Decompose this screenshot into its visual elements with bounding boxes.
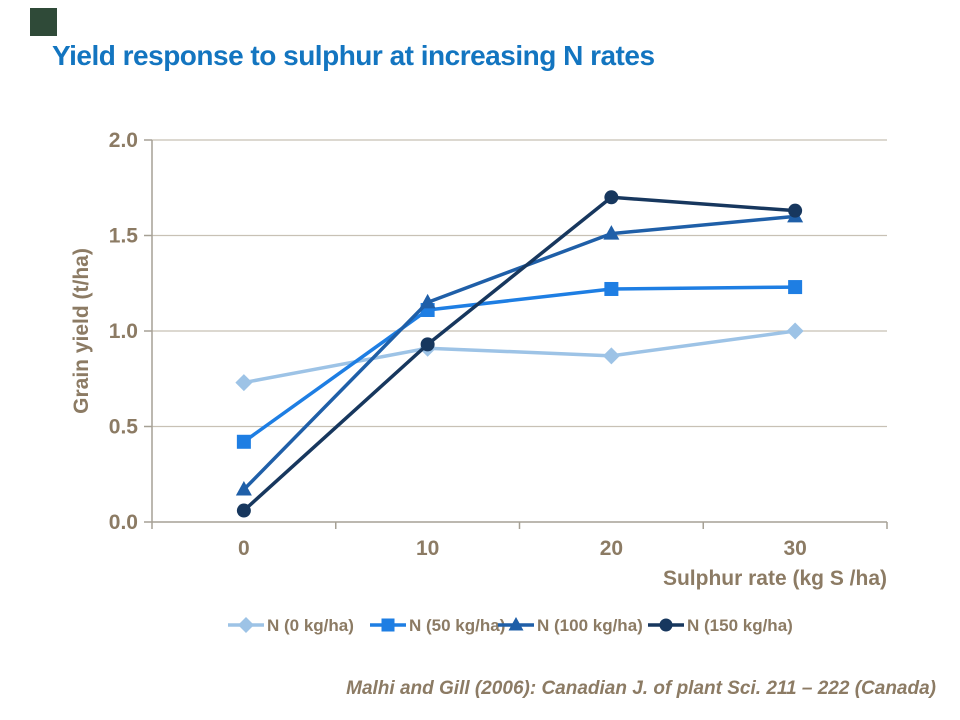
series-marker-N (150 kg/ha) [788, 203, 803, 218]
series-marker-N (50 kg/ha) [788, 280, 803, 295]
y-tick-label: 1.0 [109, 320, 138, 343]
legend-label-N (100 kg/ha): N (100 kg/ha) [537, 616, 643, 635]
series-marker-N (100 kg/ha) [419, 293, 436, 309]
series-marker-N (0 kg/ha) [786, 322, 804, 340]
legend-marker-N (50 kg/ha) [381, 618, 395, 632]
x-tick-label: 10 [416, 537, 439, 560]
page-title: Yield response to sulphur at increasing … [52, 40, 655, 71]
legend-label-N (50 kg/ha): N (50 kg/ha) [409, 616, 505, 635]
series-marker-N (150 kg/ha) [420, 337, 435, 352]
accent-square [30, 8, 57, 36]
x-axis-title: Sulphur rate (kg S /ha) [663, 567, 887, 590]
legend-label-N (0 kg/ha): N (0 kg/ha) [267, 616, 354, 635]
series-marker-N (50 kg/ha) [604, 281, 619, 296]
series-line-N (0 kg/ha) [242, 329, 797, 385]
legend-marker-N (0 kg/ha) [238, 617, 254, 633]
series-line-N (150 kg/ha) [242, 195, 797, 513]
series-marker-N (150 kg/ha) [604, 190, 619, 205]
x-tick-label: 30 [783, 537, 806, 560]
y-tick-label: 0.5 [109, 416, 139, 439]
series-marker-N (0 kg/ha) [235, 374, 253, 392]
series-line-N (100 kg/ha) [242, 214, 797, 492]
series-line-N (50 kg/ha) [242, 285, 797, 444]
series-marker-N (150 kg/ha) [236, 503, 251, 518]
x-tick-label: 20 [600, 537, 623, 560]
series-marker-N (50 kg/ha) [236, 434, 251, 449]
citation-text: Malhi and Gill (2006): Canadian J. of pl… [346, 678, 936, 699]
legend-label-N (150 kg/ha): N (150 kg/ha) [687, 616, 793, 635]
legend-marker-N (150 kg/ha) [659, 618, 673, 632]
y-tick-label: 2.0 [109, 129, 138, 152]
series-marker-N (100 kg/ha) [235, 481, 252, 496]
y-tick-label: 0.0 [109, 511, 138, 534]
y-tick-label: 1.5 [109, 225, 139, 248]
series-marker-N (100 kg/ha) [603, 225, 620, 240]
legend-marker-N (100 kg/ha) [508, 617, 524, 631]
series-marker-N (0 kg/ha) [602, 347, 620, 365]
y-axis-title: Grain yield (t/ha) [70, 248, 93, 414]
x-tick-label: 0 [238, 537, 250, 560]
